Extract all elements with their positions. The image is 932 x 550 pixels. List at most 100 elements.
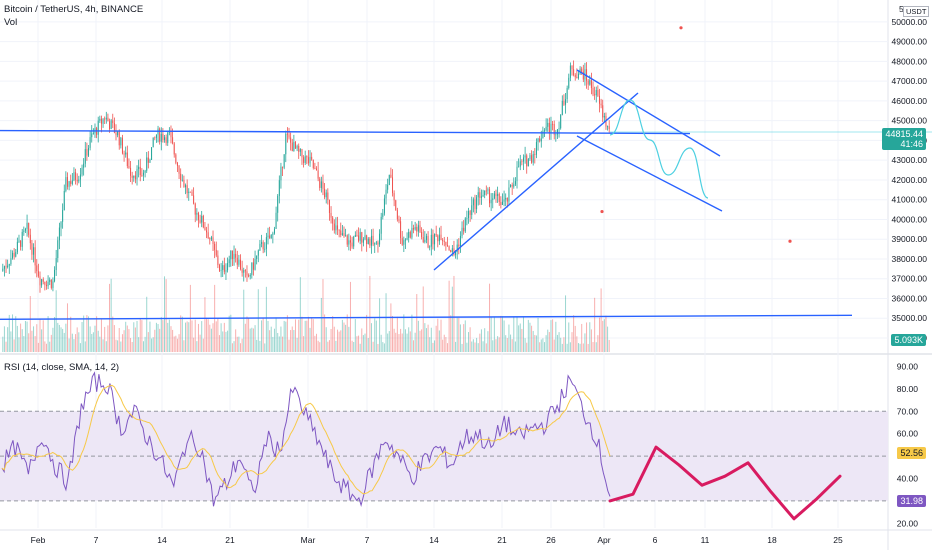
candle-body [387, 184, 389, 190]
candle-body [532, 154, 534, 163]
candle-body [256, 255, 258, 259]
volume-bar [411, 314, 413, 352]
volume-bar [2, 336, 4, 352]
price-tick-label: 40000.00 [892, 214, 928, 224]
resistance-line [0, 129, 691, 135]
volume-bar [36, 324, 38, 352]
volume-bar [314, 335, 316, 352]
candle-body [443, 240, 445, 242]
currency-label[interactable]: USDT [903, 6, 930, 17]
candle-body [411, 228, 413, 238]
volume-bar [282, 336, 284, 352]
volume-bar [383, 343, 385, 352]
volume-bar [312, 319, 314, 352]
candle-body [236, 257, 238, 265]
volume-label: Vol [4, 17, 18, 28]
candle-body [71, 180, 73, 184]
candle-body [243, 270, 245, 273]
candle-body [456, 244, 458, 252]
candle-body [54, 269, 56, 282]
candle-body [228, 259, 230, 264]
candle-body [65, 177, 67, 191]
volume-bar [92, 332, 94, 352]
volume-bar [207, 319, 209, 352]
candle-body [561, 100, 563, 115]
volume-bar [288, 339, 290, 352]
candle-body [204, 227, 206, 231]
candle-body [13, 252, 15, 257]
volume-bar [535, 335, 537, 352]
candle-body [238, 259, 240, 265]
candle-body [451, 248, 453, 252]
candle-body [501, 201, 503, 205]
volume-bar [8, 314, 10, 352]
volume-bar [322, 279, 324, 352]
volume-bar [86, 315, 88, 352]
candle-body [573, 69, 575, 75]
candle-body [84, 149, 86, 164]
volume-bar [370, 323, 372, 352]
time-tick-label: Feb [31, 535, 46, 545]
volume-bar [280, 326, 282, 352]
candle-body [398, 219, 400, 222]
volume-bar [427, 324, 429, 352]
volume-bar [81, 322, 83, 352]
candle-body [33, 247, 35, 255]
price-axis: 50000.00 49000.00 48000.00 47000.00 46000.00… [892, 17, 928, 343]
candle-body [277, 195, 279, 213]
candle-body [290, 137, 292, 143]
candle-body [510, 184, 512, 188]
volume-bar [162, 320, 164, 352]
volume-bar [514, 341, 516, 352]
candle-body [413, 228, 415, 230]
candle-body [257, 250, 259, 256]
volume-bar [261, 320, 263, 352]
volume-bar [607, 326, 609, 352]
price-tick-label: 42000.00 [892, 175, 928, 185]
candle-body [196, 212, 198, 215]
candle-body [552, 123, 554, 125]
candle-body [519, 161, 521, 167]
volume-bar [181, 316, 183, 352]
candle-body [468, 210, 470, 219]
rsi-tick-label: 40.00 [897, 473, 919, 483]
volume-bar [456, 317, 458, 352]
candle-body [320, 181, 322, 188]
volume-bar [299, 277, 301, 352]
candle-body [133, 175, 135, 178]
candle-body [464, 218, 466, 232]
candle-body [406, 237, 408, 240]
candle-body [445, 241, 447, 246]
volume-bar [70, 316, 72, 352]
candle-body [306, 156, 308, 158]
volume-bar [230, 314, 232, 352]
volume-bar [547, 329, 549, 352]
price-tick-label: 38000.00 [892, 254, 928, 264]
volume-bar [252, 328, 254, 352]
volume-bar [574, 325, 576, 352]
volume-bar [550, 320, 552, 352]
volume-bar [170, 326, 172, 352]
candle-body [419, 225, 421, 232]
time-tick-label: 21 [225, 535, 235, 545]
candle-body [477, 192, 479, 198]
volume-bar [542, 338, 544, 352]
volume-bar [382, 342, 384, 352]
volume-bar [76, 327, 78, 352]
candle-body [455, 251, 457, 255]
candle-body [197, 212, 199, 221]
volume-bar [34, 336, 36, 352]
volume-bar [568, 322, 570, 352]
candle-body [361, 232, 363, 243]
volume-bar [375, 320, 377, 352]
candle-body [322, 181, 324, 189]
volume-bar [55, 290, 57, 352]
volume-bar [345, 324, 347, 352]
candle-body [375, 242, 377, 244]
volume-bar [537, 317, 539, 352]
volume-bar [134, 327, 136, 352]
candle-body [327, 192, 329, 200]
volume-bar [424, 323, 426, 352]
